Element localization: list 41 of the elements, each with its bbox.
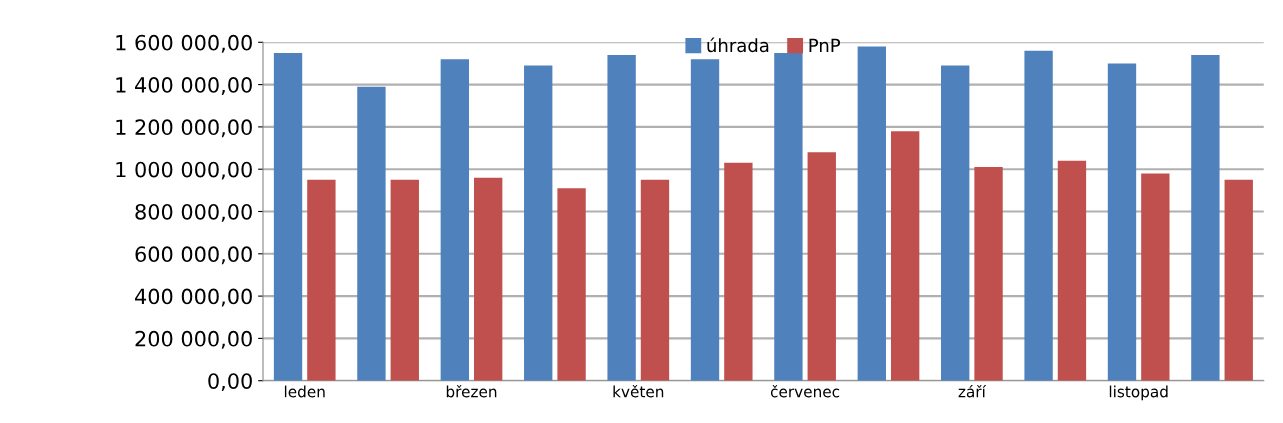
bar [640,179,670,381]
x-tick-label: listopad [1109,385,1168,401]
bar [1024,50,1053,381]
bar [974,167,1003,381]
bar [1107,63,1137,381]
bar [307,179,336,381]
x-tick-label: leden [284,385,325,398]
y-tick-label: 0,00 [208,373,252,392]
bar [807,152,836,381]
y-tick-label: 1 400 000,00 [116,77,252,95]
bar [941,65,970,381]
bar [890,131,920,381]
bar [390,179,419,381]
bar [1057,160,1087,381]
bar [440,59,469,381]
x-tick-label: září [958,384,987,398]
y-tick-label: 1 600 000,00 [116,34,252,53]
bar [557,188,586,381]
legend-label: PnP [809,38,841,52]
bar [857,46,886,381]
y-tick-label: 800 000,00 [135,203,252,222]
y-tick-label: 400 000,00 [135,288,252,307]
y-tick-label: 1 200 000,00 [116,119,252,138]
bar [474,177,503,381]
bar [1141,173,1170,381]
bar [357,86,386,381]
bar [607,54,636,381]
y-tick-label: 600 000,00 [135,246,252,265]
legend-label: úhrada [707,37,769,53]
bar [1191,54,1220,381]
bar [774,52,803,381]
bar [524,65,553,381]
bar [273,52,303,381]
bar [724,162,753,381]
y-tick-label: 1 000 000,00 [116,161,252,180]
x-tick-label: červenec [770,384,840,398]
y-tick-label: 200 000,00 [135,330,252,349]
bar [690,59,720,381]
x-tick-label: květen [613,384,664,398]
x-tick-label: březen [446,384,497,398]
bar [1224,179,1253,381]
